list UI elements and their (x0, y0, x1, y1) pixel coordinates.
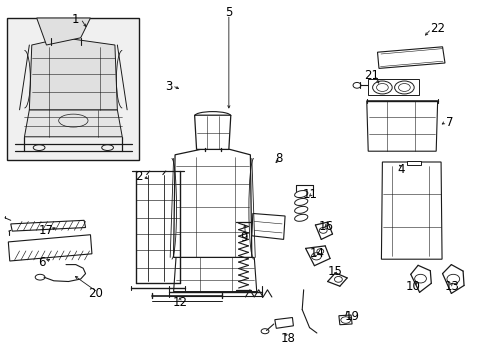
Polygon shape (381, 162, 441, 259)
Text: 19: 19 (344, 310, 359, 323)
Polygon shape (37, 18, 90, 45)
Text: 20: 20 (88, 287, 102, 300)
Polygon shape (24, 110, 122, 137)
Text: 13: 13 (444, 280, 459, 293)
Polygon shape (377, 47, 444, 68)
Text: 21: 21 (364, 69, 378, 82)
Text: 3: 3 (164, 80, 172, 93)
Text: 7: 7 (445, 116, 453, 129)
Polygon shape (194, 115, 230, 149)
Polygon shape (8, 235, 92, 261)
Polygon shape (251, 213, 285, 239)
Text: 10: 10 (405, 280, 420, 293)
Polygon shape (173, 149, 251, 257)
Text: 14: 14 (309, 247, 324, 260)
Polygon shape (367, 79, 418, 95)
Text: 22: 22 (429, 22, 444, 35)
Text: 2: 2 (135, 170, 143, 183)
Text: 5: 5 (224, 6, 232, 19)
Text: 15: 15 (327, 265, 342, 278)
Polygon shape (11, 220, 85, 231)
Polygon shape (274, 318, 293, 328)
Polygon shape (173, 257, 256, 292)
Text: 8: 8 (274, 152, 282, 165)
Text: 4: 4 (396, 163, 404, 176)
Text: 18: 18 (281, 332, 295, 345)
Bar (406, 161, 420, 165)
Bar (7, 18, 139, 160)
Text: 6: 6 (38, 256, 45, 269)
Text: 12: 12 (172, 296, 187, 309)
Text: 17: 17 (39, 224, 54, 237)
Text: 16: 16 (319, 220, 333, 233)
Text: 1: 1 (72, 13, 80, 26)
Polygon shape (366, 101, 437, 151)
Text: 9: 9 (240, 231, 248, 244)
Text: 11: 11 (303, 188, 317, 201)
Polygon shape (338, 315, 351, 325)
Polygon shape (29, 38, 117, 110)
